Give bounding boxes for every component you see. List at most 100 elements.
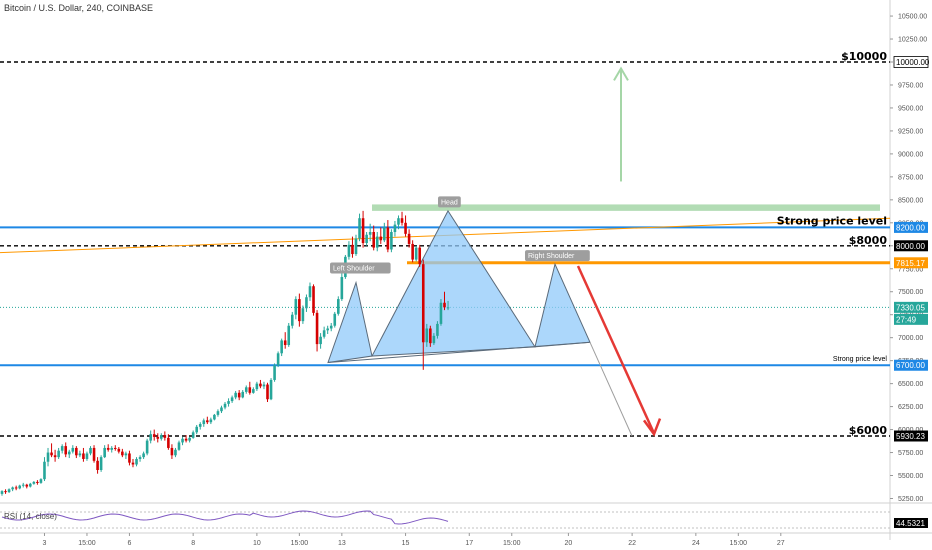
projection-line bbox=[589, 342, 633, 437]
candle-body bbox=[128, 453, 131, 463]
price-tag: 6700.00 bbox=[896, 361, 925, 370]
candle-body bbox=[202, 420, 206, 425]
y-tick-label: 6500.00 bbox=[898, 381, 923, 388]
candle-body bbox=[43, 461, 46, 480]
candle-body bbox=[421, 264, 425, 343]
level-label-8000: $8000 bbox=[849, 234, 888, 247]
down-arrow-head bbox=[642, 418, 662, 437]
candle-body bbox=[71, 447, 75, 452]
candle-body bbox=[145, 440, 149, 454]
candle-body bbox=[206, 420, 209, 423]
candle-body bbox=[290, 314, 294, 326]
price-tag-bg bbox=[894, 240, 928, 252]
x-tick-label: 6 bbox=[127, 540, 131, 547]
candle-body bbox=[266, 384, 269, 400]
candle-body bbox=[248, 387, 252, 393]
price-tag-bg bbox=[894, 257, 928, 269]
candle-body bbox=[305, 297, 308, 309]
x-tick-label: 3 bbox=[43, 540, 47, 547]
strong-level-label-lower: Strong price level bbox=[833, 356, 888, 363]
candle-body bbox=[167, 437, 170, 448]
badge-text: Head bbox=[441, 199, 458, 206]
candle-body bbox=[78, 453, 82, 456]
candle-body bbox=[103, 447, 106, 458]
candle-body bbox=[337, 299, 340, 314]
price-tag-bg bbox=[894, 359, 928, 371]
head-label: Head bbox=[438, 196, 461, 208]
candle-body bbox=[390, 232, 393, 250]
candle-body bbox=[181, 438, 184, 443]
candle-body bbox=[18, 485, 21, 489]
candle-body bbox=[283, 340, 287, 346]
candle-body bbox=[198, 424, 202, 427]
price-tag: 7815.17 bbox=[896, 259, 925, 268]
candle-body bbox=[124, 453, 128, 456]
candle-body bbox=[149, 434, 152, 441]
candle-body bbox=[53, 455, 57, 458]
candle-body bbox=[234, 392, 237, 398]
candle-body bbox=[368, 232, 372, 235]
y-tick-label: 9250.00 bbox=[898, 128, 923, 135]
candle-body bbox=[14, 487, 18, 489]
y-tick-label: 9000.00 bbox=[898, 151, 923, 158]
candle-body bbox=[329, 325, 333, 329]
rsi-line bbox=[1, 510, 449, 525]
candle-body bbox=[142, 453, 145, 458]
badge-text: Left Shoulder bbox=[333, 266, 375, 273]
level-label-6000: $6000 bbox=[849, 424, 888, 437]
candle-body bbox=[75, 447, 78, 456]
x-tick-label: 15:00 bbox=[291, 540, 309, 547]
price-tag: 27:49 bbox=[896, 315, 917, 324]
candle-body bbox=[121, 451, 124, 456]
candle-body bbox=[361, 218, 365, 244]
candle-body bbox=[39, 479, 43, 483]
strong-level-label-upper: Strong price level bbox=[777, 214, 887, 227]
candle-body bbox=[60, 446, 64, 451]
candle-body bbox=[7, 489, 11, 493]
right-shoulder-label: Right Shoulder bbox=[525, 250, 590, 262]
y-tick-label: 5250.00 bbox=[898, 496, 923, 503]
candle-body bbox=[85, 453, 89, 459]
candle-body bbox=[298, 299, 301, 322]
candle-body bbox=[195, 426, 198, 433]
y-tick-label: 6250.00 bbox=[898, 404, 923, 411]
candle-body bbox=[379, 236, 383, 241]
candle-body bbox=[227, 401, 230, 404]
candle-body bbox=[110, 447, 114, 450]
candle-body bbox=[280, 340, 283, 354]
candle-body bbox=[46, 452, 50, 462]
badge-text: Right Shoulder bbox=[528, 253, 575, 260]
candle-body bbox=[397, 218, 400, 225]
candle-body bbox=[414, 247, 418, 260]
down-arrow-shaft bbox=[576, 265, 656, 434]
candle-body bbox=[117, 448, 121, 452]
candle-body bbox=[340, 277, 344, 300]
chart-header-title: Bitcoin / U.S. Dollar, 240, COINBASE bbox=[4, 3, 154, 13]
candle-body bbox=[301, 308, 305, 322]
price-tag-bg bbox=[894, 301, 928, 313]
candle-body bbox=[223, 403, 227, 408]
candle-body bbox=[312, 286, 315, 313]
candle-body bbox=[418, 247, 422, 265]
y-tick-label: 5750.00 bbox=[898, 450, 923, 457]
badge-bg bbox=[438, 196, 461, 208]
candle-body bbox=[432, 335, 436, 344]
candle-body bbox=[213, 414, 216, 420]
candle-body bbox=[138, 457, 142, 459]
candle-body bbox=[375, 236, 379, 248]
candle-body bbox=[92, 447, 96, 461]
x-tick-label: 10 bbox=[253, 540, 261, 547]
candle-body bbox=[57, 450, 60, 458]
candle-body bbox=[372, 232, 375, 248]
left-shoulder-label: Left Shoulder bbox=[330, 262, 391, 274]
candle-body bbox=[358, 218, 361, 239]
candle-body bbox=[347, 244, 351, 257]
x-tick-label: 20 bbox=[565, 540, 573, 547]
candle-body bbox=[383, 227, 386, 241]
candle-body bbox=[262, 384, 266, 387]
candle-body bbox=[216, 411, 220, 415]
candle-body bbox=[429, 328, 432, 344]
candle-body bbox=[351, 244, 354, 255]
candle-body bbox=[67, 451, 71, 455]
